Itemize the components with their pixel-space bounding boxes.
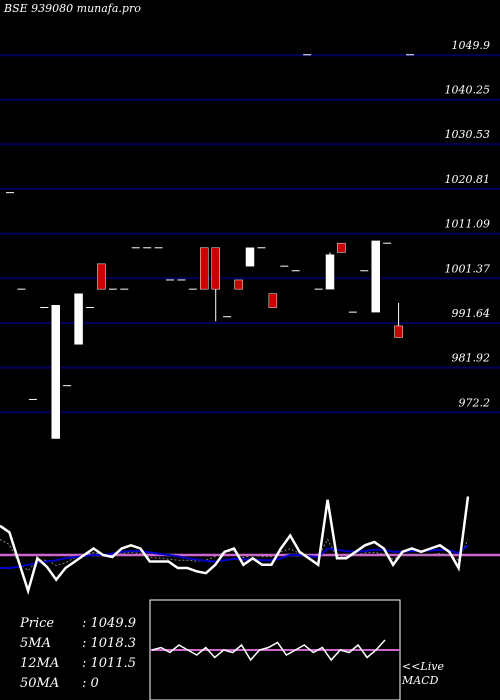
candle-body [200, 247, 209, 290]
price-tick-label: 1011.09 [445, 218, 491, 231]
stats-panel: Price : 1049.9 5MA : 1018.3 12MA : 1011.5 5… [20, 614, 136, 694]
macd-label: MACD [402, 674, 439, 687]
chart-title: BSE 939080 munafa.pro [4, 2, 141, 15]
candle-body [337, 242, 346, 253]
stat-label: Price [20, 616, 55, 631]
candle [97, 263, 106, 290]
candle-body [325, 254, 335, 290]
price-tick-label: 1020.81 [445, 173, 491, 186]
stat-50ma: 50MA : 0 [20, 674, 136, 694]
stat-label: 5MA [20, 636, 51, 651]
stat-12ma: 12MA : 1011.5 [20, 654, 136, 674]
stat-label: 50MA [20, 676, 60, 691]
macd-panel [0, 496, 500, 596]
candle [200, 247, 209, 290]
stat-value: : 1049.9 [82, 616, 136, 631]
price-tick-label: 972.2 [459, 396, 491, 409]
price-tick-label: 1049.9 [452, 39, 491, 52]
stat-value: : 1018.3 [82, 636, 136, 651]
candle-body [211, 247, 220, 290]
live-label: <<Live [402, 660, 444, 673]
candle-body [51, 304, 60, 439]
candle [337, 242, 346, 253]
candle [234, 279, 243, 290]
price-tick-label: 981.92 [452, 352, 491, 365]
macd-line [0, 496, 470, 596]
candle [394, 302, 403, 338]
candle-body [371, 240, 380, 313]
candle [211, 247, 220, 322]
price-tick-label: 1040.25 [445, 84, 491, 97]
candlestick-series [6, 54, 414, 439]
inset-line [151, 639, 386, 662]
stat-price: Price : 1049.9 [20, 614, 136, 634]
candle-body [74, 293, 83, 345]
candle [268, 293, 278, 308]
candle-body [268, 293, 278, 308]
live-macd-note: <<Live MACD [402, 660, 444, 688]
stat-value: : 1011.5 [82, 656, 136, 671]
stat-5ma: 5MA : 1018.3 [20, 634, 136, 654]
candle [51, 304, 60, 439]
candle-body [234, 279, 243, 290]
price-tick-label: 1001.37 [445, 262, 491, 275]
stat-value: : 0 [82, 676, 99, 691]
candle-body [245, 247, 255, 267]
price-tick-label: 1030.53 [445, 128, 491, 141]
price-gridlines [0, 54, 500, 414]
candle [325, 252, 335, 290]
candle [245, 247, 255, 267]
candle [371, 240, 380, 313]
candle [74, 293, 83, 345]
candle-body [97, 263, 106, 290]
candle-body [394, 325, 403, 338]
price-tick-label: 991.64 [452, 307, 491, 320]
price-axis-labels: 1049.9 1040.25 1030.53 1020.81 1011.09 1001.3… [445, 39, 491, 409]
stat-label: 12MA [20, 656, 60, 671]
macd-inset-panel [149, 599, 401, 700]
macd-signal-line [0, 544, 469, 569]
